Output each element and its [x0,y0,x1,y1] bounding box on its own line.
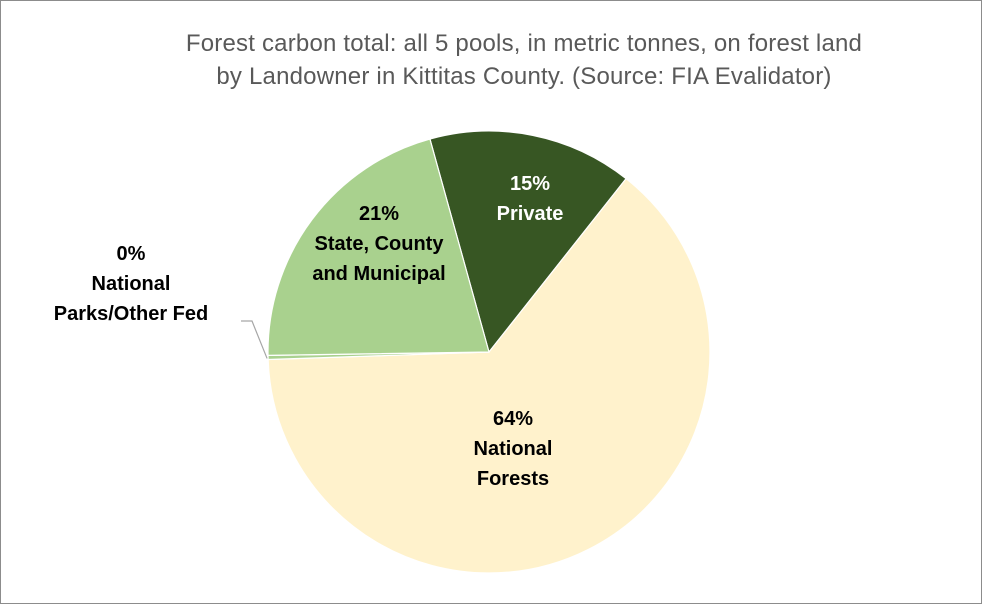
slice-label-name-2-2: Parks/Other Fed [54,303,209,325]
slice-label-percent-2: 0% [117,243,146,265]
chart-title-line-1: Forest carbon total: all 5 pools, in met… [185,30,863,57]
slice-label-name-0-1: Private [497,203,564,225]
pie-slice-0 [429,130,627,354]
slice-label-percent-1: 64% [493,408,533,430]
pie-slice-3 [267,138,490,356]
slice-label-name-2-1: National [92,273,171,295]
slice-label-name-1-1: National [474,438,553,460]
pie-slice-1 [267,177,711,574]
slice-label-name-3-1: State, County [315,233,445,255]
chart-title-line-2: by Landowner in Kittitas County. (Source… [216,63,832,90]
slice-label-percent-3: 21% [359,203,399,225]
slice-label-name-3-2: and Municipal [312,263,445,285]
leader-line [241,320,268,359]
slice-label-name-1-2: Forests [477,468,549,490]
slice-label-percent-0: 15% [510,173,550,195]
